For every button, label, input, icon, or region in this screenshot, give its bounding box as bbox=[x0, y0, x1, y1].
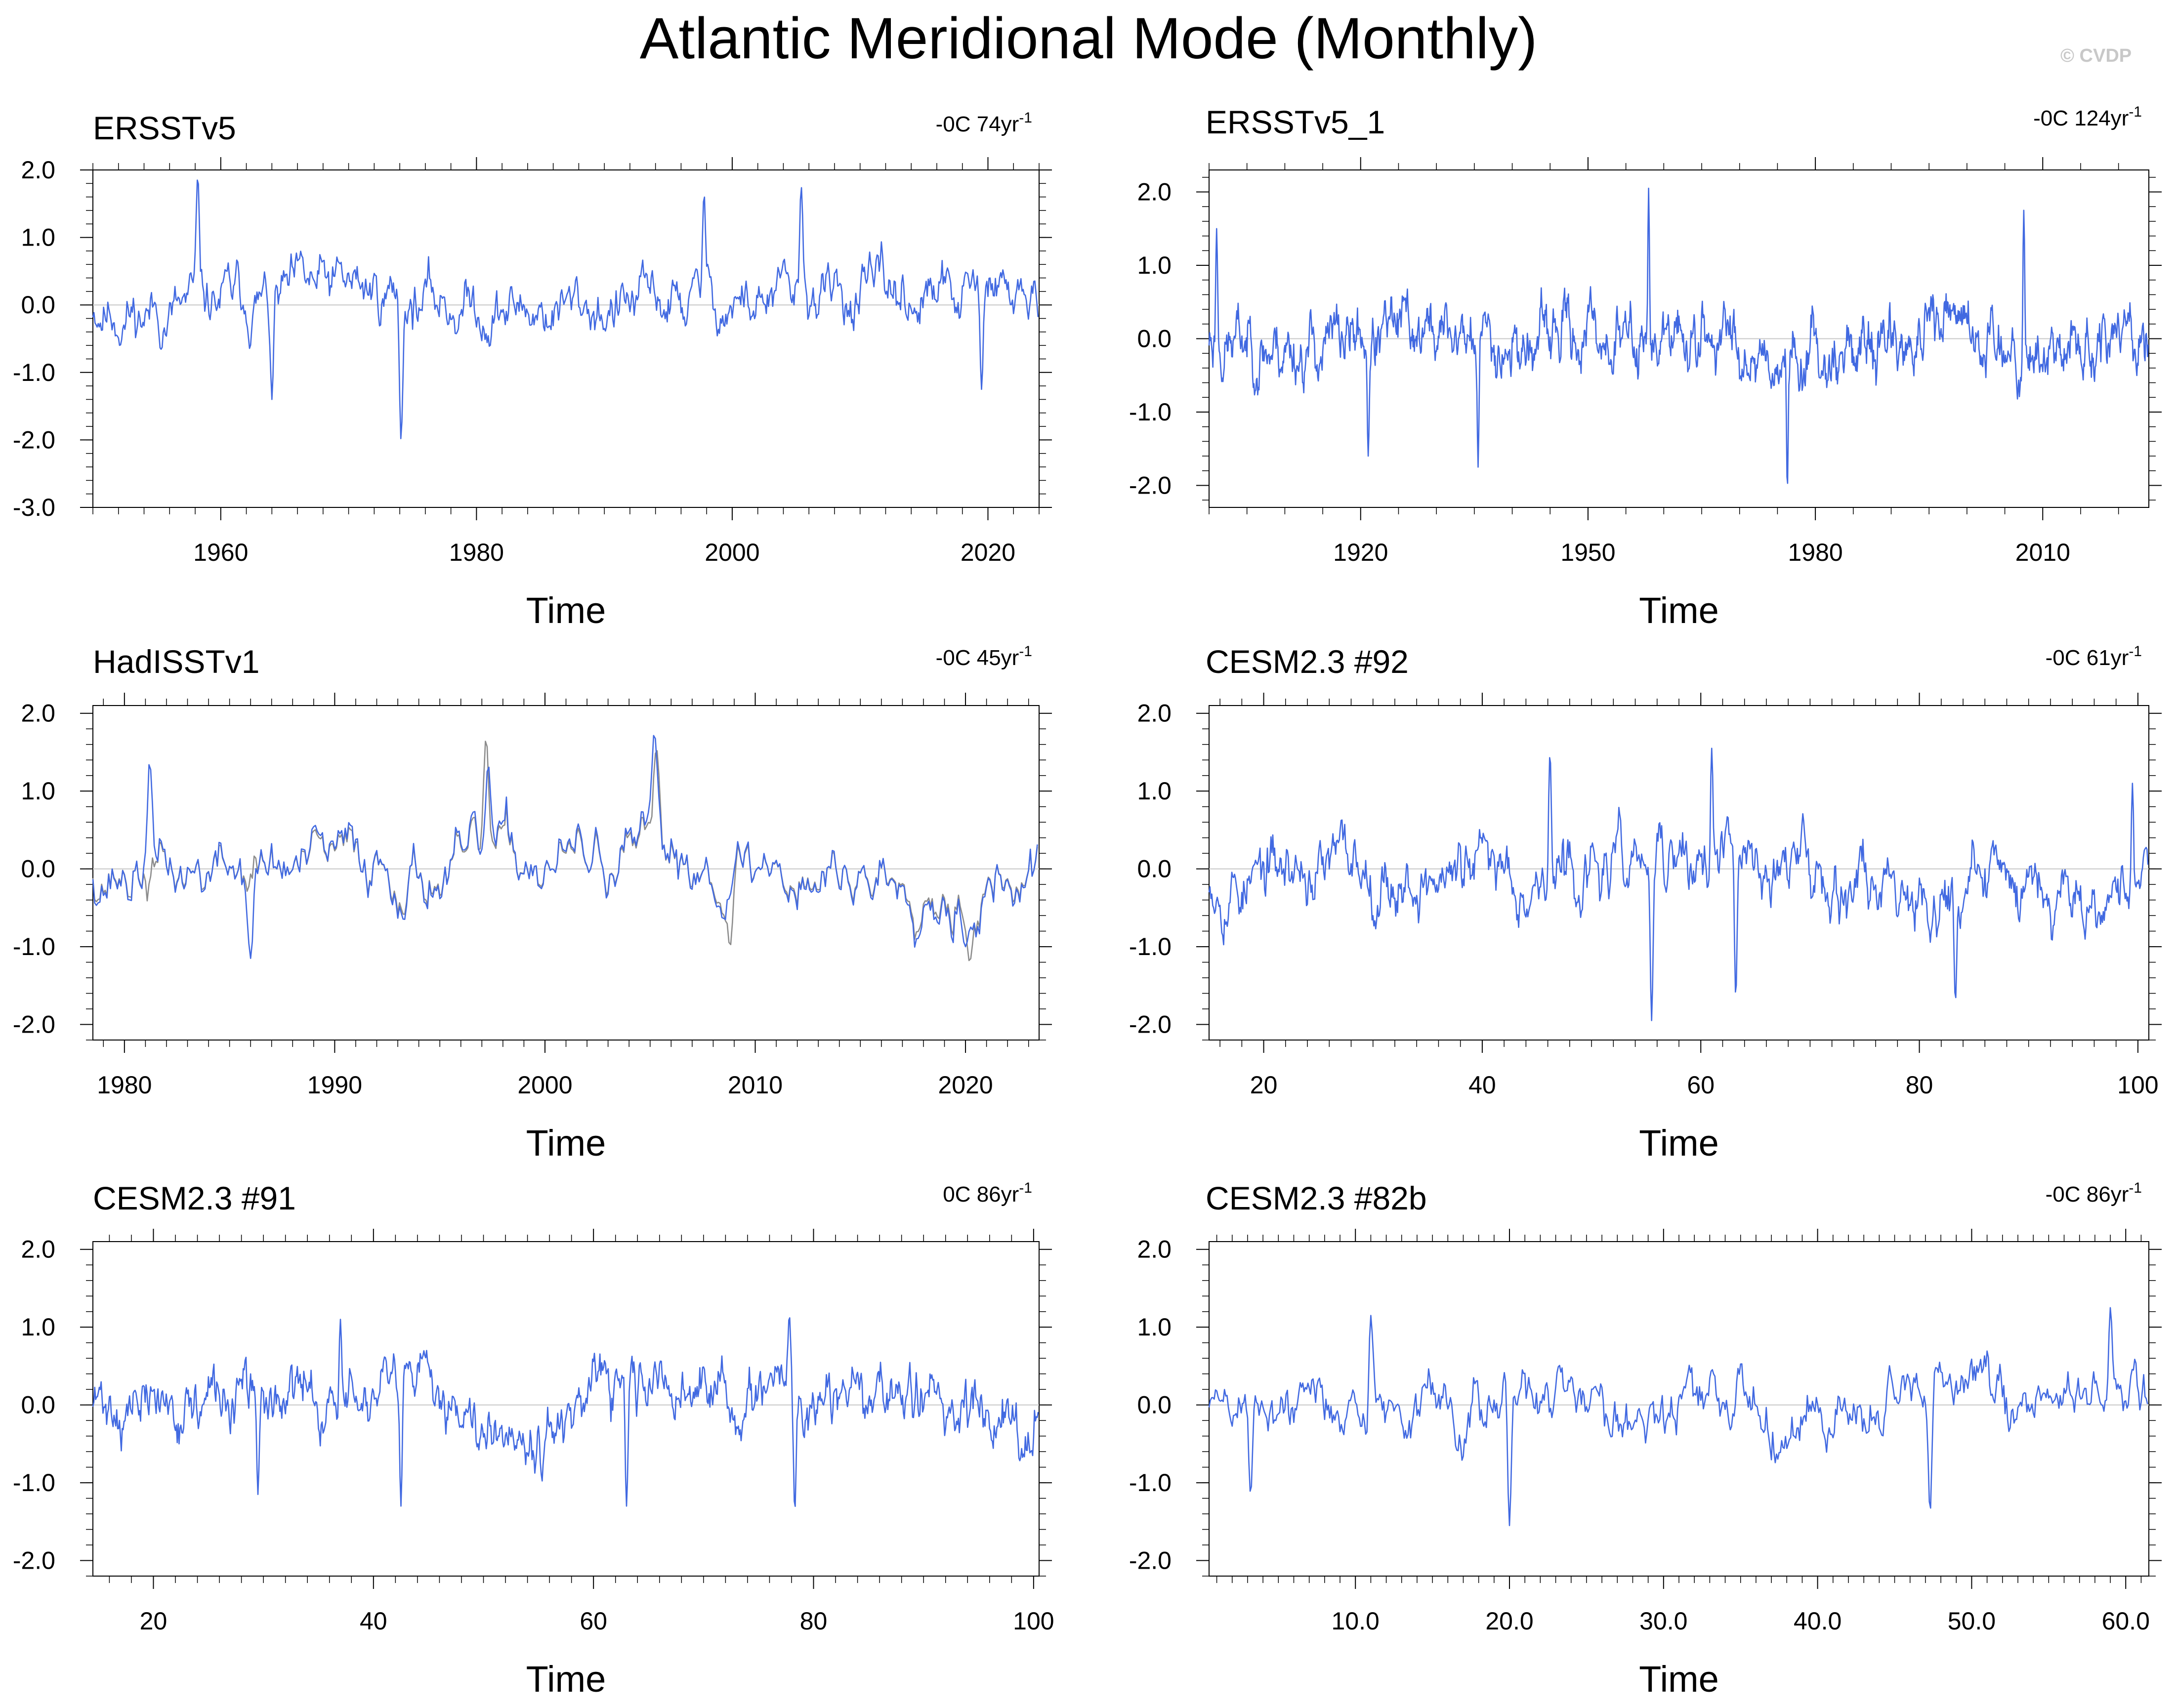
y-tick-label: -1.0 bbox=[1129, 398, 1172, 426]
y-tick-label: 1.0 bbox=[21, 1313, 55, 1341]
x-tick-label: 60 bbox=[580, 1607, 607, 1635]
y-tick-label: -2.0 bbox=[13, 1547, 55, 1575]
trend-label: -0C 61yr-1 bbox=[2046, 643, 2142, 670]
y-tick-label: 1.0 bbox=[21, 777, 55, 805]
y-tick-label: -1.0 bbox=[1129, 1469, 1172, 1497]
x-axis-label: Time bbox=[526, 590, 606, 631]
y-tick-label: -2.0 bbox=[1129, 1011, 1172, 1039]
plot-frame bbox=[92, 1241, 1040, 1577]
x-tick-label: 10.0 bbox=[1332, 1607, 1380, 1635]
x-tick-label: 20.0 bbox=[1485, 1607, 1533, 1635]
chart-panel-2: 2.0 1.0 0.0 -1.0 -2.0 1920 1950 1980 2010 ERSSTv5… bbox=[1129, 104, 2162, 631]
chart-panel-1: 2.0 1.0 0.0 -1.0 -2.0 -3.0 1960 1980 2000 2020 ERS… bbox=[13, 110, 1052, 631]
x-tick-label: 2010 bbox=[728, 1071, 783, 1099]
x-tick-label: 1950 bbox=[1560, 539, 1615, 566]
panel-title: ERSSTv5_1 bbox=[1206, 104, 1385, 140]
y-tick-label: -2.0 bbox=[1129, 471, 1172, 499]
y-tick-label: 0.0 bbox=[21, 291, 55, 319]
y-tick-label: 2.0 bbox=[21, 156, 55, 184]
y-tick-label: 1.0 bbox=[1137, 251, 1172, 279]
y-tick-label: 0.0 bbox=[1137, 325, 1172, 353]
x-axis-label: Time bbox=[1639, 590, 1719, 631]
figure-title: Atlantic Meridional Mode (Monthly) bbox=[639, 6, 1538, 71]
series-line-1 bbox=[1208, 1307, 2148, 1526]
x-tick-label: 30.0 bbox=[1639, 1607, 1687, 1635]
y-tick-label: -1.0 bbox=[13, 933, 55, 960]
copyright-watermark: © CVDP bbox=[2060, 45, 2132, 66]
y-tick-label: 0.0 bbox=[21, 1391, 55, 1419]
y-tick-label: -2.0 bbox=[13, 1011, 55, 1039]
trend-label: 0C 86yr-1 bbox=[943, 1180, 1032, 1207]
x-axis-label: Time bbox=[526, 1123, 606, 1164]
y-tick-label: 2.0 bbox=[1137, 178, 1172, 206]
y-tick-label: -1.0 bbox=[13, 1469, 55, 1497]
y-tick-label: -1.0 bbox=[1129, 933, 1172, 960]
x-axis-label: Time bbox=[1639, 1123, 1719, 1164]
plot-frame bbox=[1209, 1241, 2149, 1577]
x-tick-label: 2020 bbox=[961, 539, 1015, 566]
y-tick-label: 2.0 bbox=[21, 700, 55, 727]
x-tick-label: 40.0 bbox=[1794, 1607, 1842, 1635]
panel-title: CESM2.3 #82b bbox=[1206, 1180, 1427, 1216]
x-tick-label: 1990 bbox=[307, 1071, 362, 1099]
chart-panel-4: 2.0 1.0 0.0 -1.0 -2.0 20 40 60 80 100 CESM2.3 #92 -… bbox=[1129, 643, 2162, 1164]
x-tick-label: 2020 bbox=[938, 1071, 993, 1099]
y-tick-label: 1.0 bbox=[21, 224, 55, 251]
chart-panel-5: 2.0 1.0 0.0 -1.0 -2.0 20 40 60 80 100 CESM2.3 #91 0… bbox=[13, 1180, 1054, 1700]
series-line-1 bbox=[1208, 187, 2149, 484]
x-tick-label: 2010 bbox=[2015, 539, 2070, 566]
panel-title: CESM2.3 #91 bbox=[93, 1180, 296, 1216]
y-tick-label: 2.0 bbox=[1137, 700, 1172, 727]
x-tick-label: 60.0 bbox=[2102, 1607, 2150, 1635]
x-tick-label: 50.0 bbox=[1948, 1607, 1996, 1635]
plot-frame bbox=[92, 169, 1040, 508]
y-tick-label: 1.0 bbox=[1137, 777, 1172, 805]
x-axis-label: Time bbox=[1639, 1659, 1719, 1700]
x-tick-label: 20 bbox=[140, 1607, 167, 1635]
panel-title: CESM2.3 #92 bbox=[1206, 643, 1409, 680]
series-line-1 bbox=[1208, 748, 2149, 1021]
x-tick-label: 20 bbox=[1250, 1071, 1278, 1099]
panel-title: HadISSTv1 bbox=[93, 643, 259, 680]
chart-panel-6: 2.0 1.0 0.0 -1.0 -2.0 10.0 20.0 30.0 40.0 50.0 60.… bbox=[1129, 1180, 2162, 1700]
y-tick-label: 0.0 bbox=[1137, 1391, 1172, 1419]
trend-label: -0C 86yr-1 bbox=[2046, 1180, 2142, 1207]
chart-panel-3: 2.0 1.0 0.0 -1.0 -2.0 1980 1990 2000 2010 2020 Had… bbox=[13, 643, 1052, 1164]
y-tick-label: -3.0 bbox=[13, 494, 55, 521]
x-tick-label: 2000 bbox=[517, 1071, 572, 1099]
x-tick-label: 40 bbox=[1468, 1071, 1496, 1099]
y-tick-label: -2.0 bbox=[1129, 1547, 1172, 1575]
x-tick-label: 80 bbox=[1906, 1071, 1933, 1099]
x-tick-label: 1980 bbox=[1788, 539, 1842, 566]
series-line-2 bbox=[92, 735, 1038, 959]
x-tick-label: 1980 bbox=[449, 539, 504, 566]
trend-label: -0C 124yr-1 bbox=[2033, 104, 2142, 130]
x-tick-label: 1920 bbox=[1333, 539, 1388, 566]
y-tick-label: 2.0 bbox=[21, 1236, 55, 1263]
y-tick-label: -1.0 bbox=[13, 359, 55, 386]
panel-title: ERSSTv5 bbox=[93, 110, 236, 146]
y-tick-label: -2.0 bbox=[13, 426, 55, 454]
y-tick-label: 1.0 bbox=[1137, 1313, 1172, 1341]
y-tick-label: 2.0 bbox=[1137, 1236, 1172, 1263]
x-axis-label: Time bbox=[526, 1659, 606, 1700]
trend-label: -0C 74yr-1 bbox=[936, 110, 1032, 136]
plot-frame bbox=[92, 705, 1040, 1041]
x-tick-label: 100 bbox=[2117, 1071, 2158, 1099]
x-tick-label: 80 bbox=[800, 1607, 828, 1635]
y-tick-label: 0.0 bbox=[1137, 855, 1172, 883]
x-tick-label: 2000 bbox=[705, 539, 759, 566]
series-line-1 bbox=[92, 179, 1039, 439]
x-tick-label: 1980 bbox=[97, 1071, 152, 1099]
x-tick-label: 40 bbox=[360, 1607, 387, 1635]
x-tick-label: 100 bbox=[1013, 1607, 1054, 1635]
x-tick-label: 1960 bbox=[193, 539, 248, 566]
series-line-1 bbox=[92, 1317, 1039, 1507]
x-tick-label: 60 bbox=[1687, 1071, 1715, 1099]
trend-label: -0C 45yr-1 bbox=[936, 643, 1032, 670]
y-tick-label: 0.0 bbox=[21, 855, 55, 883]
